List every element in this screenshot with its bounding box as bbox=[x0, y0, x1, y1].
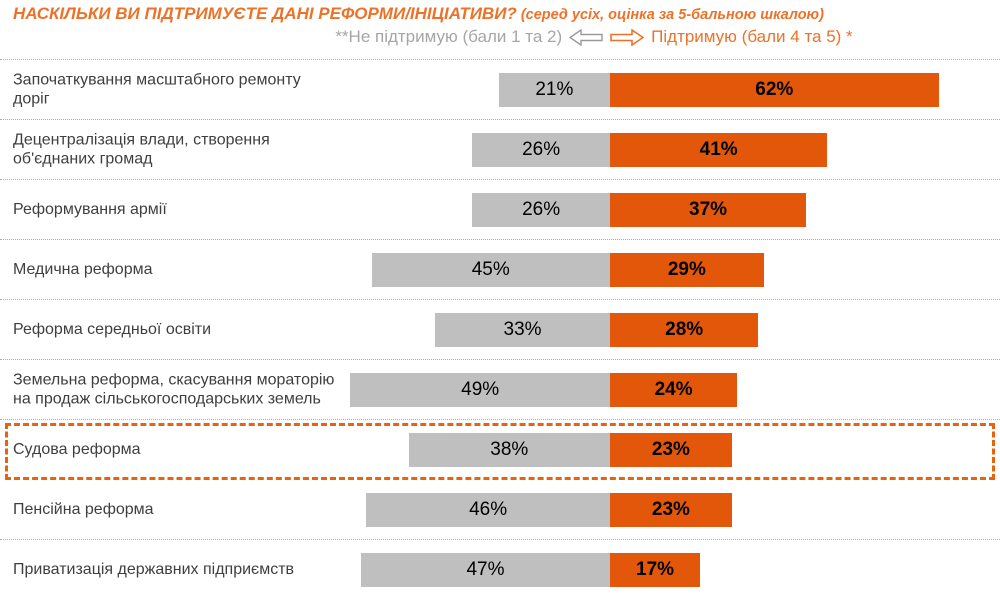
bar-support: 23% bbox=[610, 433, 732, 467]
category-label: Судова реформа bbox=[13, 441, 141, 459]
chart-row: Започаткування масштабного ремонту доріг… bbox=[0, 60, 1000, 120]
chart-row: Реформування армії 26% 37% bbox=[0, 180, 1000, 240]
chart-row: Земельна реформа, скасування мораторію н… bbox=[0, 360, 1000, 420]
bar-support: 41% bbox=[610, 133, 828, 167]
category-label: Реформа середньої освіти bbox=[13, 320, 212, 338]
value-not-support: 33% bbox=[503, 319, 542, 340]
category-label: Земельна реформа, скасування мораторію н… bbox=[13, 370, 335, 408]
value-not-support: 49% bbox=[461, 379, 500, 400]
bar-support: 17% bbox=[610, 553, 701, 587]
bar-not-support: 26% bbox=[472, 193, 610, 227]
chart-row: Приватизація державних підприємств 47% 1… bbox=[0, 540, 1000, 600]
bar-not-support: 45% bbox=[371, 253, 610, 287]
value-not-support: 47% bbox=[466, 559, 505, 580]
value-support: 62% bbox=[755, 79, 794, 100]
chart-row: Пенсійна реформа 46% 23% bbox=[0, 480, 1000, 540]
bar-not-support: 21% bbox=[498, 73, 610, 107]
value-support: 24% bbox=[654, 379, 693, 400]
chart-row: Реформа середньої освіти 33% 28% bbox=[0, 300, 1000, 360]
bar-not-support: 49% bbox=[350, 373, 610, 407]
bar-not-support: 47% bbox=[360, 553, 610, 587]
value-support: 28% bbox=[665, 319, 704, 340]
category-label: Приватизація державних підприємств bbox=[13, 561, 295, 579]
value-not-support: 46% bbox=[469, 499, 508, 520]
arrow-right-icon bbox=[610, 28, 645, 46]
value-not-support: 26% bbox=[522, 139, 561, 160]
bar-not-support: 26% bbox=[472, 133, 610, 167]
value-support: 23% bbox=[651, 439, 690, 460]
category-label: Медична реформа bbox=[13, 260, 153, 278]
bar-support: 23% bbox=[610, 493, 732, 527]
chart-row: Медична реформа 45% 29% bbox=[0, 240, 1000, 300]
value-not-support: 21% bbox=[535, 79, 574, 100]
bar-support: 24% bbox=[610, 373, 738, 407]
value-not-support: 38% bbox=[490, 439, 529, 460]
bar-support: 28% bbox=[610, 313, 759, 347]
value-not-support: 45% bbox=[471, 259, 510, 280]
category-label: Започаткування масштабного ремонту доріг bbox=[13, 70, 301, 108]
value-support: 37% bbox=[689, 199, 728, 220]
legend-not-support-label: **Не підтримую (бали 1 та 2) bbox=[335, 27, 563, 46]
chart-title-note: (серед усіх, оцінка за 5-бальною шкалою) bbox=[520, 7, 824, 23]
chart-row: Децентралізація влади, створення об'єдна… bbox=[0, 120, 1000, 180]
category-label: Реформування армії bbox=[13, 200, 167, 218]
value-support: 41% bbox=[699, 139, 738, 160]
arrow-left-icon bbox=[569, 28, 603, 46]
chart-row-highlighted: Судова реформа 38% 23% bbox=[0, 420, 1000, 480]
chart-header: НАСКІЛЬКИ ВИ ПІДТРИМУЄТЕ ДАНІ РЕФОРМИ/ІН… bbox=[0, 0, 1000, 60]
chart-title: НАСКІЛЬКИ ВИ ПІДТРИМУЄТЕ ДАНІ РЕФОРМИ/ІН… bbox=[13, 4, 1000, 24]
bar-support: 62% bbox=[610, 73, 939, 107]
value-support: 29% bbox=[667, 259, 706, 280]
bar-not-support: 33% bbox=[435, 313, 610, 347]
bar-support: 29% bbox=[610, 253, 764, 287]
chart-legend: **Не підтримую (бали 1 та 2) Підтримую (… bbox=[13, 27, 1000, 47]
value-not-support: 26% bbox=[522, 199, 561, 220]
chart-title-main: НАСКІЛЬКИ ВИ ПІДТРИМУЄТЕ ДАНІ РЕФОРМИ/ІН… bbox=[13, 4, 517, 23]
value-support: 23% bbox=[651, 499, 690, 520]
legend-support-label: Підтримую (бали 4 та 5) * bbox=[651, 27, 853, 46]
category-label: Децентралізація влади, створення об'єдна… bbox=[13, 130, 270, 168]
bar-support: 37% bbox=[610, 193, 807, 227]
value-support: 17% bbox=[636, 559, 675, 580]
bar-not-support: 38% bbox=[408, 433, 610, 467]
bar-not-support: 46% bbox=[366, 493, 610, 527]
category-label: Пенсійна реформа bbox=[13, 500, 154, 518]
